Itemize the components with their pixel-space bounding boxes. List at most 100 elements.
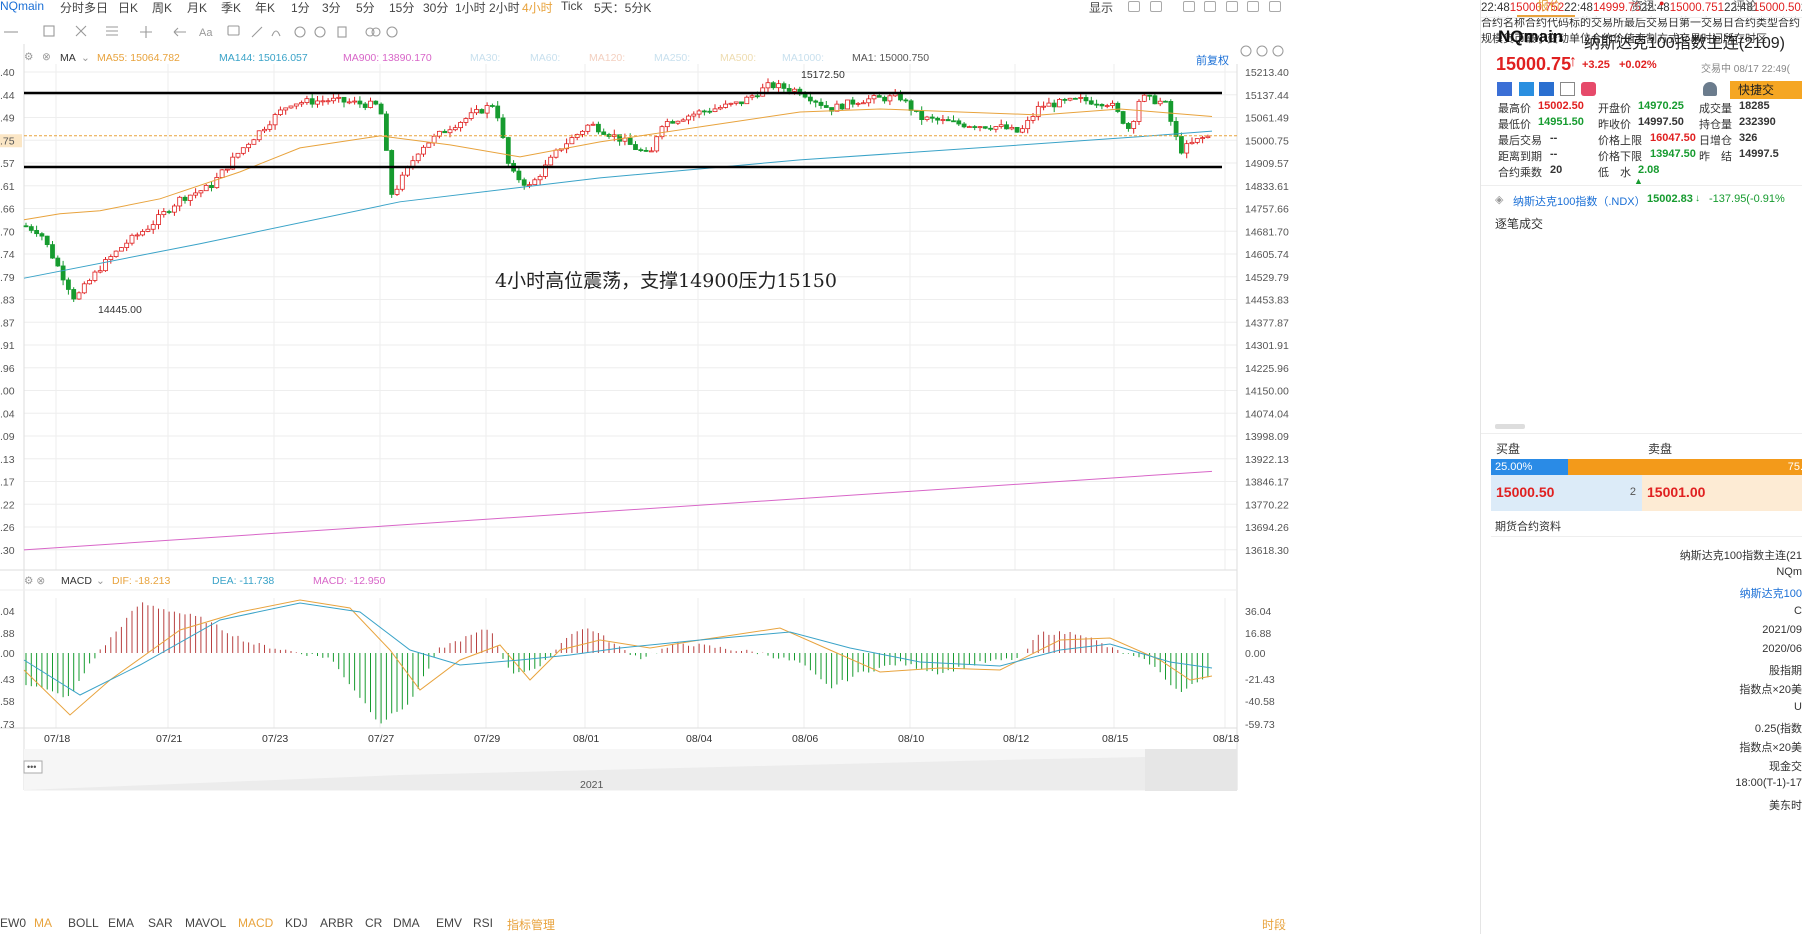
drawing-tools-icons[interactable]: Aa xyxy=(0,22,460,42)
candle xyxy=(1067,97,1073,101)
tab-period[interactable]: Tick xyxy=(561,0,583,13)
session-tab[interactable]: 时段 xyxy=(1262,918,1287,932)
indicator-tab[interactable]: BOLL xyxy=(68,916,99,930)
candle xyxy=(352,100,358,103)
tab-period[interactable]: 5分 xyxy=(356,1,375,14)
price-axis-label: 14301.91 xyxy=(1245,340,1289,352)
pencil-icon[interactable] xyxy=(1226,1,1238,12)
tab-period[interactable]: 5天：5分K xyxy=(594,1,652,14)
tab-period[interactable]: 3分 xyxy=(322,1,341,14)
indicator-tab[interactable]: SAR xyxy=(148,916,173,930)
stat-value: 14997.5 xyxy=(1739,148,1779,160)
scroller-window[interactable] xyxy=(1145,749,1237,791)
file-icon[interactable] xyxy=(1269,1,1281,12)
zoom-in-icon[interactable] xyxy=(1272,45,1284,57)
candle xyxy=(802,93,808,98)
indicator-tab[interactable]: RSI xyxy=(473,916,494,930)
indicator-tab[interactable]: EMV xyxy=(436,916,463,930)
tab-period[interactable]: 30分 xyxy=(423,1,449,14)
candle xyxy=(272,114,278,126)
tab-period[interactable]: 日K xyxy=(118,1,139,14)
tab-period[interactable]: 年K xyxy=(255,1,276,14)
left-axis-label: .44 xyxy=(0,90,15,102)
price-axis-label: 14225.96 xyxy=(1245,363,1289,375)
indicator-tab[interactable]: MAVOL xyxy=(185,916,227,930)
macd-dea-line xyxy=(23,602,1213,696)
bid-box[interactable]: 15000.50 2 xyxy=(1491,475,1642,511)
stat-value: 326 xyxy=(1739,132,1758,144)
bid-price: 15000.50 xyxy=(1496,484,1555,500)
ask-box[interactable]: 15001.00 xyxy=(1642,475,1802,511)
trades-scrollbar[interactable] xyxy=(1495,424,1525,429)
stat-value: 14997.50 xyxy=(1638,116,1684,128)
indicator-tab[interactable]: EMA xyxy=(108,916,135,930)
camera-icon[interactable] xyxy=(1183,1,1195,12)
alert-bell-icon[interactable] xyxy=(1703,82,1717,96)
candle xyxy=(691,113,697,117)
edit-icon[interactable] xyxy=(1204,1,1216,12)
indicator-tab[interactable]: MA xyxy=(34,916,52,930)
indicator-name[interactable]: MA xyxy=(60,52,76,64)
tab-period[interactable]: 4小时 xyxy=(522,1,553,14)
layout-icon[interactable] xyxy=(1150,1,1162,12)
candle xyxy=(394,188,400,195)
arc-tool-icon xyxy=(271,30,281,37)
x-date-label: 08/06 xyxy=(792,733,818,745)
macd-value: DEA: -11.738 xyxy=(212,575,274,587)
tab-period[interactable]: 15分 xyxy=(389,1,415,14)
restore-button[interactable]: 前复权 xyxy=(1196,55,1229,67)
info-value[interactable]: 纳斯达克100 xyxy=(1739,588,1802,601)
candle xyxy=(585,124,591,132)
period-toolbar: NQmain 分时 多日 日K 周K 月K 季K 年K 1分 3分 5分 15分 30分 1小时 2小时 4小… xyxy=(0,0,1480,14)
info-key: 合约类型 xyxy=(1734,17,1778,29)
show-menu[interactable]: 显示 xyxy=(1089,1,1114,14)
tab-period[interactable]: 分时 xyxy=(60,1,85,14)
indicator-tab[interactable]: MACD xyxy=(238,916,274,930)
tab-period[interactable]: 1小时 xyxy=(455,1,486,14)
settings-icon[interactable] xyxy=(1128,1,1140,12)
chevron-down-icon[interactable]: ⌄ xyxy=(81,52,90,64)
candle xyxy=(119,247,124,252)
kline-chart[interactable]: 15213.40 15137.44 15061.49 15000.75 14909.57… xyxy=(0,0,1480,918)
chevron-down-icon[interactable]: ⌄ xyxy=(96,575,105,587)
tab-quote[interactable]: 报价 xyxy=(1537,0,1562,13)
index-ref-name[interactable]: 纳斯达克100指数（.NDX） xyxy=(1513,196,1646,208)
close-icon[interactable]: ⊗ xyxy=(42,51,51,63)
candle xyxy=(770,82,776,89)
tab-period[interactable]: 周K xyxy=(152,1,173,14)
tab-comments[interactable]: 评论 xyxy=(1733,0,1758,13)
scroller-handle-icon[interactable] xyxy=(23,760,43,774)
trade-time: 22:49 xyxy=(1801,2,1802,14)
tab-period[interactable]: 2小时 xyxy=(489,1,520,14)
tab-period[interactable]: 季K xyxy=(221,1,242,14)
zoom-out-icon[interactable] xyxy=(1256,45,1268,57)
left-axis-label: .57 xyxy=(0,158,15,170)
trades-title: 逐笔成交 xyxy=(1495,217,1544,231)
candle xyxy=(596,123,601,133)
symbol-tab[interactable]: NQmain xyxy=(0,0,45,13)
tab-period[interactable]: 月K xyxy=(187,1,208,14)
indicator-tab[interactable]: EW0 xyxy=(0,916,27,930)
indicator-tab[interactable]: CR xyxy=(365,916,383,930)
candle xyxy=(696,110,702,115)
macd-name[interactable]: MACD xyxy=(61,575,92,587)
trade-status: 交易中 08/17 22:49( xyxy=(1701,64,1790,75)
candle xyxy=(919,110,925,120)
indicator-tab[interactable]: 指标管理 xyxy=(507,918,556,932)
indicator-tab[interactable]: KDJ xyxy=(285,916,308,930)
indicator-tab[interactable]: DMA xyxy=(393,916,420,930)
candle xyxy=(60,265,66,281)
candle xyxy=(654,136,660,152)
indicator-tab[interactable]: ARBR xyxy=(320,916,354,930)
price-axis-label: 13922.13 xyxy=(1245,454,1289,466)
candle xyxy=(219,169,225,178)
quick-trade-button[interactable]: 快捷交 xyxy=(1730,81,1802,99)
tab-news[interactable]: 资讯 xyxy=(1631,0,1656,13)
undo-icon[interactable] xyxy=(1240,45,1252,57)
link-icon[interactable] xyxy=(1247,1,1259,12)
active-tab-underline xyxy=(1517,15,1575,17)
tab-period[interactable]: 多日 xyxy=(84,1,109,14)
macd-settings-icon[interactable]: ⚙ ⊗ xyxy=(24,575,45,587)
tab-period[interactable]: 1分 xyxy=(291,1,310,14)
settings-icon[interactable]: ⚙ xyxy=(24,51,34,63)
